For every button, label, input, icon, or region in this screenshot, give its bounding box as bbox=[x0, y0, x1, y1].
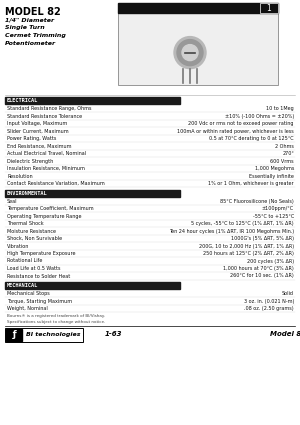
Bar bbox=[6, 329, 22, 340]
Text: Shock, Non Survivable: Shock, Non Survivable bbox=[7, 236, 62, 241]
Text: 1,000 hours at 70°C (3% ΔR): 1,000 hours at 70°C (3% ΔR) bbox=[223, 266, 294, 271]
Text: MECHANICAL: MECHANICAL bbox=[7, 283, 38, 288]
Text: 1-63: 1-63 bbox=[105, 332, 122, 337]
Text: Contact Resistance Variation, Maximum: Contact Resistance Variation, Maximum bbox=[7, 181, 105, 186]
Bar bbox=[260, 3, 278, 13]
Text: 1/4" Diameter: 1/4" Diameter bbox=[5, 17, 54, 22]
Text: BI technologies: BI technologies bbox=[26, 332, 80, 337]
Text: Load Life at 0.5 Watts: Load Life at 0.5 Watts bbox=[7, 266, 61, 271]
Text: Model 82: Model 82 bbox=[270, 332, 300, 337]
Text: ENVIRONMENTAL: ENVIRONMENTAL bbox=[7, 190, 48, 196]
Text: -55°C to +125°C: -55°C to +125°C bbox=[253, 213, 294, 218]
Text: End Resistance, Maximum: End Resistance, Maximum bbox=[7, 144, 71, 148]
Text: Moisture Resistance: Moisture Resistance bbox=[7, 229, 56, 233]
Circle shape bbox=[182, 45, 198, 61]
Text: 200G, 10 to 2,000 Hz (1% ΔRT, 1% ΔR): 200G, 10 to 2,000 Hz (1% ΔRT, 1% ΔR) bbox=[199, 244, 294, 249]
Text: 0.5 at 70°C derating to 0 at 125°C: 0.5 at 70°C derating to 0 at 125°C bbox=[209, 136, 294, 141]
Text: Resolution: Resolution bbox=[7, 173, 33, 178]
Text: Seal: Seal bbox=[7, 198, 17, 204]
Bar bbox=[118, 3, 260, 13]
Text: 250 hours at 125°C (2% ΔRT, 2% ΔR): 250 hours at 125°C (2% ΔRT, 2% ΔR) bbox=[203, 251, 294, 256]
Text: 260°C for 10 sec. (1% ΔR): 260°C for 10 sec. (1% ΔR) bbox=[230, 274, 294, 278]
Text: Single Turn: Single Turn bbox=[5, 25, 45, 30]
Text: Actual Electrical Travel, Nominal: Actual Electrical Travel, Nominal bbox=[7, 151, 86, 156]
Text: Mechanical Stops: Mechanical Stops bbox=[7, 291, 50, 296]
Text: Solid: Solid bbox=[282, 291, 294, 296]
Text: Potentiometer: Potentiometer bbox=[5, 41, 56, 46]
Text: 1,000 Megohms: 1,000 Megohms bbox=[255, 166, 294, 171]
Text: 5 cycles, -55°C to 125°C (1% ΔRT, 1% ΔR): 5 cycles, -55°C to 125°C (1% ΔRT, 1% ΔR) bbox=[191, 221, 294, 226]
Text: 200 Vdc or rms not to exceed power rating: 200 Vdc or rms not to exceed power ratin… bbox=[188, 121, 294, 126]
Text: Ten 24 hour cycles (1% ΔRT, IR 100 Megohms Min.): Ten 24 hour cycles (1% ΔRT, IR 100 Megoh… bbox=[169, 229, 294, 233]
Text: 2 Ohms: 2 Ohms bbox=[275, 144, 294, 148]
Text: 200 cycles (3% ΔR): 200 cycles (3% ΔR) bbox=[247, 258, 294, 264]
Text: 1000G's (5% ΔRT, 5% ΔR): 1000G's (5% ΔRT, 5% ΔR) bbox=[231, 236, 294, 241]
Text: Dielectric Strength: Dielectric Strength bbox=[7, 159, 53, 164]
Text: MODEL 82: MODEL 82 bbox=[5, 7, 61, 17]
Text: 3 oz. in. (0.021 N-m): 3 oz. in. (0.021 N-m) bbox=[244, 298, 294, 303]
Bar bbox=[118, 13, 278, 85]
Text: Standard Resistance Tolerance: Standard Resistance Tolerance bbox=[7, 113, 82, 119]
Text: 1: 1 bbox=[267, 3, 272, 12]
Text: ELECTRICAL: ELECTRICAL bbox=[7, 98, 38, 103]
Bar bbox=[5, 190, 180, 196]
Text: 1% or 1 Ohm, whichever is greater: 1% or 1 Ohm, whichever is greater bbox=[208, 181, 294, 186]
Text: Standard Resistance Range, Ohms: Standard Resistance Range, Ohms bbox=[7, 106, 92, 111]
Text: ±100ppm/°C: ±100ppm/°C bbox=[262, 206, 294, 211]
Text: 10 to 1Meg: 10 to 1Meg bbox=[266, 106, 294, 111]
Text: Essentially infinite: Essentially infinite bbox=[249, 173, 294, 178]
Circle shape bbox=[177, 40, 203, 65]
Text: 600 Vrms: 600 Vrms bbox=[270, 159, 294, 164]
Text: Input Voltage, Maximum: Input Voltage, Maximum bbox=[7, 121, 67, 126]
Text: Resistance to Solder Heat: Resistance to Solder Heat bbox=[7, 274, 70, 278]
Text: ±10% (-100 Ohms = ±20%): ±10% (-100 Ohms = ±20%) bbox=[225, 113, 294, 119]
Text: Thermal Shock: Thermal Shock bbox=[7, 221, 44, 226]
Bar bbox=[5, 282, 180, 289]
Text: ƒ: ƒ bbox=[11, 330, 17, 339]
Text: Specifications subject to change without notice.: Specifications subject to change without… bbox=[7, 320, 105, 323]
Text: 100mA or within rated power, whichever is less: 100mA or within rated power, whichever i… bbox=[177, 128, 294, 133]
Text: Bourns® is a registered trademark of BI/Vishay.: Bourns® is a registered trademark of BI/… bbox=[7, 314, 105, 318]
Text: Temperature Coefficient, Maximum: Temperature Coefficient, Maximum bbox=[7, 206, 94, 211]
Text: 270°: 270° bbox=[282, 151, 294, 156]
Circle shape bbox=[174, 37, 206, 68]
Text: High Temperature Exposure: High Temperature Exposure bbox=[7, 251, 76, 256]
Text: Rotational Life: Rotational Life bbox=[7, 258, 42, 264]
Bar bbox=[260, 3, 278, 13]
Text: Cermet Trimming: Cermet Trimming bbox=[5, 33, 66, 38]
Text: .08 oz. (2.50 grams): .08 oz. (2.50 grams) bbox=[244, 306, 294, 311]
Text: Operating Temperature Range: Operating Temperature Range bbox=[7, 213, 82, 218]
Text: Power Rating, Watts: Power Rating, Watts bbox=[7, 136, 56, 141]
Bar bbox=[5, 328, 83, 342]
Text: Weight, Nominal: Weight, Nominal bbox=[7, 306, 48, 311]
Text: Vibration: Vibration bbox=[7, 244, 29, 249]
Text: Torque, Starting Maximum: Torque, Starting Maximum bbox=[7, 298, 72, 303]
Text: Insulation Resistance, Minimum: Insulation Resistance, Minimum bbox=[7, 166, 85, 171]
Text: Slider Current, Maximum: Slider Current, Maximum bbox=[7, 128, 69, 133]
Bar bbox=[5, 97, 180, 104]
Text: 85°C Fluorosilicone (No Seals): 85°C Fluorosilicone (No Seals) bbox=[220, 198, 294, 204]
